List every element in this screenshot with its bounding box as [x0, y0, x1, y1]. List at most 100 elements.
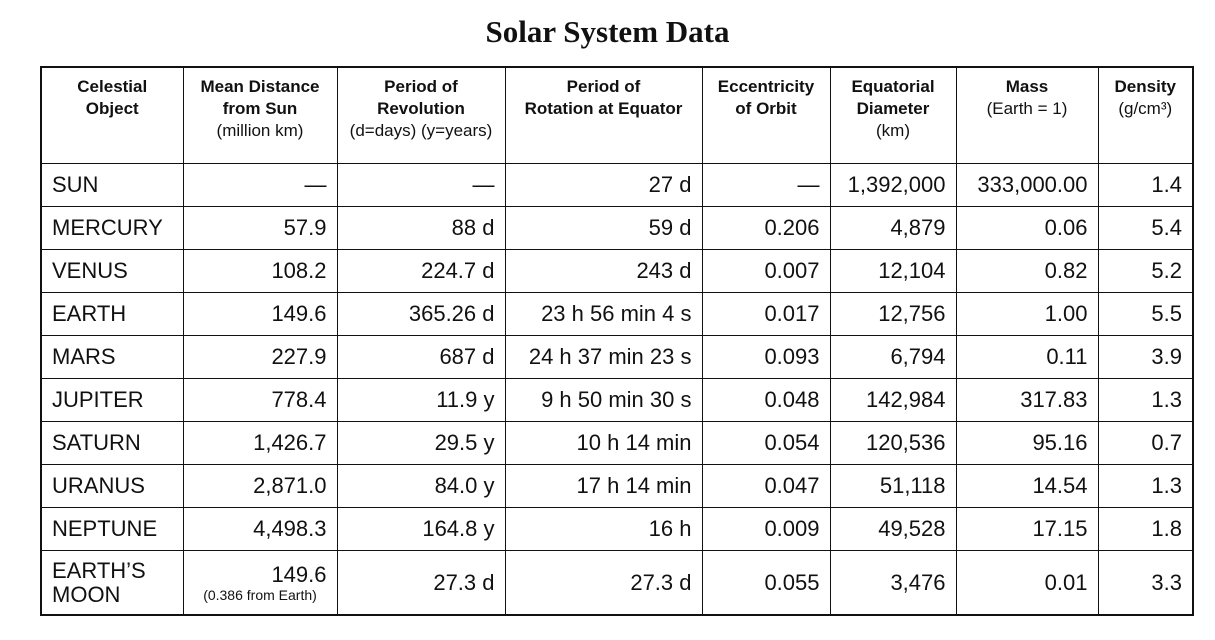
header-cell: Density (g/cm³)	[1097, 66, 1194, 164]
data-cell: 687 d	[336, 335, 506, 379]
data-cell: 9 h 50 min 30 s	[504, 378, 703, 422]
data-cell: 149.6	[182, 292, 338, 336]
table-row: SATURN 1,426.7 29.5 y 10 h 14 min 0.054 120,5…	[40, 421, 1194, 465]
header-title: Period of	[384, 77, 458, 96]
data-cell: 1.8	[1097, 507, 1194, 551]
table-row: URANUS 2,871.0 84.0 y 17 h 14 min 0.047 51,11…	[40, 464, 1194, 508]
header-units: (g/cm³)	[1118, 99, 1173, 118]
object-name: NEPTUNE	[40, 507, 184, 551]
header-title: Period of	[566, 77, 641, 96]
data-table: Celestial Object Mean Distance from Sun (mil…	[40, 66, 1194, 616]
data-cell: 0.048	[701, 378, 831, 422]
data-cell: 108.2	[182, 249, 338, 293]
data-cell: 0.009	[701, 507, 831, 551]
data-cell: 142,984	[829, 378, 957, 422]
data-cell: 27.3 d	[336, 550, 506, 616]
cell-note: (0.386 from Earth)	[203, 586, 317, 603]
header-cell: Period of Rotation at Equator	[504, 66, 703, 164]
data-cell: 29.5 y	[336, 421, 506, 465]
data-cell: 243 d	[504, 249, 703, 293]
data-cell: 0.7	[1097, 421, 1194, 465]
header-units: (Earth = 1)	[986, 99, 1068, 118]
cell-value: 149.6	[271, 561, 327, 587]
data-cell: 57.9	[182, 206, 338, 250]
table-row: MARS 227.9 687 d 24 h 37 min 23 s 0.093 6,794…	[40, 335, 1194, 379]
data-cell: 0.06	[955, 206, 1099, 250]
header-title: Eccentricity	[717, 77, 815, 96]
data-cell: 1.3	[1097, 464, 1194, 508]
header-title: Revolution	[377, 99, 465, 118]
data-cell: —	[182, 163, 338, 207]
table-row: SUN — —27 d —1,392,000 333,000.00 1.4	[40, 163, 1194, 207]
data-cell: 0.047	[701, 464, 831, 508]
data-cell: 0.017	[701, 292, 831, 336]
data-cell: 0.055	[701, 550, 831, 616]
data-cell: 95.16	[955, 421, 1099, 465]
data-cell: 51,118	[829, 464, 957, 508]
header-units: (km)	[876, 121, 910, 140]
object-name: EARTH’S MOON	[40, 550, 184, 616]
title: Solar System Data	[485, 14, 730, 49]
header-title: Rotation at Equator	[524, 99, 683, 118]
data-cell: 27 d	[504, 163, 703, 207]
data-cell: 1.4	[1097, 163, 1194, 207]
data-cell: 10 h 14 min	[504, 421, 703, 465]
data-cell: 365.26 d	[336, 292, 506, 336]
object-name: SATURN	[40, 421, 184, 465]
table-body: SUN — —27 d —1,392,000 333,000.00 1.4 MERCURY 5…	[40, 163, 1194, 616]
data-cell: 2,871.0	[182, 464, 338, 508]
data-cell: 16 h	[504, 507, 703, 551]
data-cell: 3,476	[829, 550, 957, 616]
object-name: VENUS	[40, 249, 184, 293]
data-cell: 6,794	[829, 335, 957, 379]
object-name: URANUS	[40, 464, 184, 508]
data-cell: 12,104	[829, 249, 957, 293]
data-cell: 149.6 (0.386 from Earth)	[182, 550, 338, 616]
data-cell: 0.206	[701, 206, 831, 250]
data-cell: 224.7 d	[336, 249, 506, 293]
data-cell: 0.11	[955, 335, 1099, 379]
data-cell: 5.5	[1097, 292, 1194, 336]
header-title: Density	[1114, 77, 1176, 96]
data-cell: 1.00	[955, 292, 1099, 336]
data-cell: 0.093	[701, 335, 831, 379]
object-name: MARS	[40, 335, 184, 379]
header-title: of Orbit	[735, 99, 797, 118]
header-cell: Equatorial Diameter (km)	[829, 66, 957, 164]
header-title: Mean Distance	[200, 77, 320, 96]
header-title: Object	[85, 99, 139, 118]
data-cell: —	[701, 163, 831, 207]
header-cell: Period of Revolution (d=days) (y=years)	[336, 66, 506, 164]
data-cell: 88 d	[336, 206, 506, 250]
data-cell: 11.9 y	[336, 378, 506, 422]
data-cell: 27.3 d	[504, 550, 703, 616]
data-cell: 1.3	[1097, 378, 1194, 422]
data-cell: —	[336, 163, 506, 207]
header-row: Celestial Object Mean Distance from Sun (mil…	[40, 66, 1194, 164]
data-cell: 0.01	[955, 550, 1099, 616]
data-cell: 23 h 56 min 4 s	[504, 292, 703, 336]
data-cell: 778.4	[182, 378, 338, 422]
data-cell: 5.4	[1097, 206, 1194, 250]
header-cell: Celestial Object	[40, 66, 184, 164]
header-units: (million km)	[216, 121, 304, 140]
data-cell: 59 d	[504, 206, 703, 250]
data-cell: 317.83	[955, 378, 1099, 422]
header-title: from Sun	[222, 99, 298, 118]
data-cell: 5.2	[1097, 249, 1194, 293]
header-cell: Mass (Earth = 1)	[955, 66, 1099, 164]
data-cell: 12,756	[829, 292, 957, 336]
data-cell: 1,426.7	[182, 421, 338, 465]
header-units: (d=days) (y=years)	[349, 121, 493, 140]
data-cell: 0.82	[955, 249, 1099, 293]
header-cell: Eccentricity of Orbit	[701, 66, 831, 164]
data-cell: 3.3	[1097, 550, 1194, 616]
object-name: JUPITER	[40, 378, 184, 422]
header-title: Diameter	[856, 99, 930, 118]
table-row: MERCURY 57.9 88 d 59 d 0.206 4,879 0.06 5.4	[40, 206, 1194, 250]
data-cell: 24 h 37 min 23 s	[504, 335, 703, 379]
header-title: Mass	[1005, 77, 1049, 96]
header-cell: Mean Distance from Sun (million km)	[182, 66, 338, 164]
data-cell: 17 h 14 min	[504, 464, 703, 508]
